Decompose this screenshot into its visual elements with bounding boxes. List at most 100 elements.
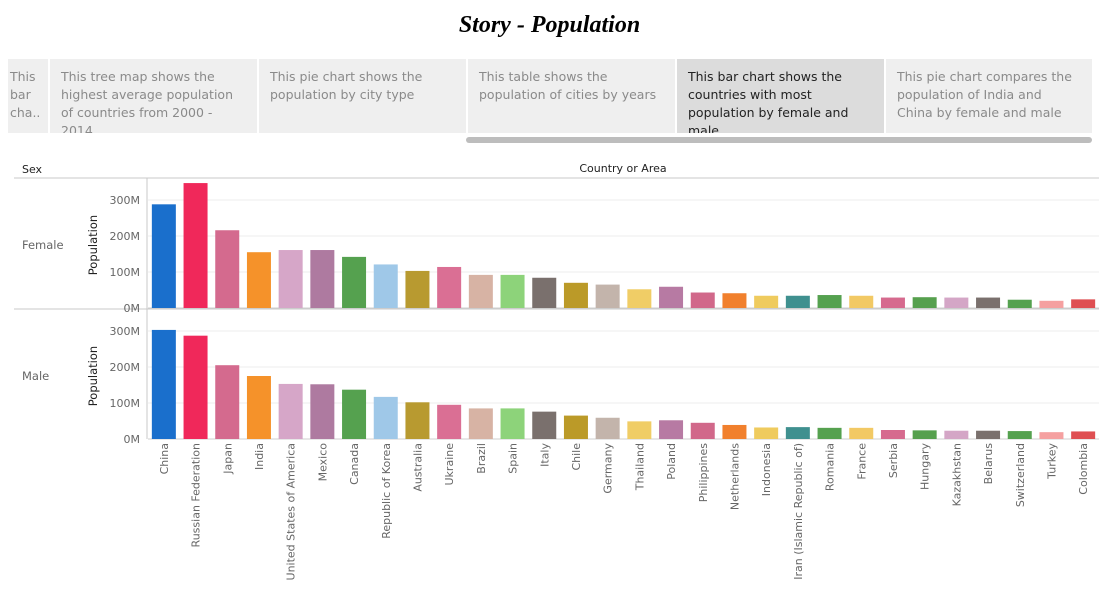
male-bar-canada[interactable] (342, 389, 367, 439)
male-bar-germany[interactable] (595, 417, 620, 439)
male-bar-iran-islamic-republic-of[interactable] (785, 427, 810, 439)
female-bar-ukraine[interactable] (437, 266, 462, 308)
story-point-1[interactable]: This bar cha.. (8, 59, 48, 133)
female-bar-republic-of-korea[interactable] (373, 264, 398, 308)
female-bar-china[interactable] (151, 204, 176, 308)
x-label-russian-federation: Russian Federation (190, 443, 203, 547)
female-bar-kazakhstan[interactable] (944, 297, 969, 308)
male-ytick-label: 300M (110, 325, 141, 338)
male-bar-colombia[interactable] (1071, 431, 1096, 439)
female-bar-italy[interactable] (532, 277, 557, 308)
male-bar-australia[interactable] (405, 402, 430, 439)
female-bar-poland[interactable] (659, 286, 684, 308)
story-point-4[interactable]: This table shows the population of citie… (468, 59, 675, 133)
male-bar-switzerland[interactable] (1007, 431, 1032, 439)
female-bar-mexico[interactable] (310, 250, 335, 308)
row-header-sex: Sex (22, 163, 43, 176)
female-bar-spain[interactable] (500, 274, 525, 308)
female-bar-switzerland[interactable] (1007, 299, 1032, 308)
x-label-australia: Australia (411, 443, 424, 492)
female-bar-canada[interactable] (342, 256, 367, 308)
female-ytick-label: 200M (110, 230, 141, 243)
x-label-iran-islamic-republic-of: Iran (Islamic Republic of) (792, 443, 805, 580)
male-bar-russian-federation[interactable] (183, 335, 208, 439)
male-bar-indonesia[interactable] (754, 427, 779, 439)
nav-scrollbar[interactable] (466, 137, 1092, 143)
male-bar-chile[interactable] (563, 415, 588, 439)
female-bar-hungary[interactable] (912, 297, 937, 308)
female-bar-chile[interactable] (563, 282, 588, 308)
story-point-5-active[interactable]: This bar chart shows the countries with … (677, 59, 884, 133)
female-bar-turkey[interactable] (1039, 300, 1064, 308)
female-bar-philippines[interactable] (690, 292, 715, 308)
female-bar-india[interactable] (246, 252, 271, 308)
x-label-indonesia: Indonesia (760, 443, 773, 496)
female-bar-australia[interactable] (405, 270, 430, 308)
x-label-united-states-of-america: United States of America (285, 443, 298, 580)
male-ytick-label: 100M (110, 397, 141, 410)
x-label-thailand: Thailand (633, 443, 646, 491)
male-row-label: Male (22, 369, 49, 383)
female-bar-colombia[interactable] (1071, 299, 1096, 308)
x-label-china: China (158, 443, 171, 474)
male-bar-turkey[interactable] (1039, 432, 1064, 439)
x-label-india: India (253, 443, 266, 470)
male-bar-france[interactable] (849, 427, 874, 439)
female-bar-thailand[interactable] (627, 289, 652, 308)
male-bar-romania[interactable] (817, 427, 842, 439)
story-point-3[interactable]: This pie chart shows the population by c… (259, 59, 466, 133)
x-label-turkey: Turkey (1045, 443, 1058, 480)
male-bar-philippines[interactable] (690, 422, 715, 439)
female-ytick-label: 0M (124, 302, 141, 315)
male-ytick-label: 0M (124, 433, 141, 446)
population-bar-chart: Sex Country or Area 0M 100M 200M 300M Female… (14, 162, 1099, 580)
male-bar-india[interactable] (246, 376, 271, 439)
female-bar-indonesia[interactable] (754, 295, 779, 308)
female-bar-iran-islamic-republic-of[interactable] (785, 295, 810, 308)
x-label-germany: Germany (602, 443, 615, 494)
male-bar-spain[interactable] (500, 408, 525, 439)
male-bar-serbia[interactable] (880, 430, 905, 439)
female-bar-united-states-of-america[interactable] (278, 250, 303, 308)
male-y-axis-title: Population (86, 346, 100, 406)
male-bar-ukraine[interactable] (437, 404, 462, 439)
male-bar-thailand[interactable] (627, 421, 652, 439)
female-row-label: Female (22, 238, 64, 252)
male-bar-japan[interactable] (215, 365, 240, 439)
male-bar-belarus[interactable] (976, 430, 1001, 439)
x-label-romania: Romania (824, 443, 837, 491)
female-bar-netherlands[interactable] (722, 293, 747, 308)
female-bar-brazil[interactable] (468, 274, 493, 308)
male-bar-united-states-of-america[interactable] (278, 383, 303, 439)
male-bar-china[interactable] (151, 329, 176, 439)
female-bar-serbia[interactable] (880, 297, 905, 308)
male-bar-hungary[interactable] (912, 430, 937, 439)
female-ytick-label: 100M (110, 266, 141, 279)
x-label-colombia: Colombia (1077, 443, 1090, 495)
male-bar-netherlands[interactable] (722, 424, 747, 439)
female-bar-romania[interactable] (817, 295, 842, 308)
x-label-brazil: Brazil (475, 443, 488, 474)
story-point-2[interactable]: This tree map shows the highest average … (50, 59, 257, 133)
male-bar-brazil[interactable] (468, 408, 493, 439)
female-bar-germany[interactable] (595, 284, 620, 308)
x-label-mexico: Mexico (316, 443, 329, 482)
x-label-chile: Chile (570, 443, 583, 471)
x-label-france: France (855, 443, 868, 480)
female-y-axis-title: Population (86, 215, 100, 275)
x-label-kazakhstan: Kazakhstan (950, 443, 963, 506)
male-bar-republic-of-korea[interactable] (373, 396, 398, 439)
x-label-poland: Poland (665, 443, 678, 480)
male-bar-kazakhstan[interactable] (944, 430, 969, 439)
x-label-ukraine: Ukraine (443, 443, 456, 486)
male-bar-poland[interactable] (659, 420, 684, 439)
male-bar-italy[interactable] (532, 411, 557, 439)
x-label-philippines: Philippines (697, 443, 710, 503)
male-bar-mexico[interactable] (310, 384, 335, 439)
story-point-6[interactable]: This pie chart compares the population o… (886, 59, 1092, 133)
x-label-switzerland: Switzerland (1014, 443, 1027, 507)
female-bar-russian-federation[interactable] (183, 183, 208, 308)
female-bar-japan[interactable] (215, 230, 240, 308)
female-bar-france[interactable] (849, 295, 874, 308)
female-bar-belarus[interactable] (976, 297, 1001, 308)
